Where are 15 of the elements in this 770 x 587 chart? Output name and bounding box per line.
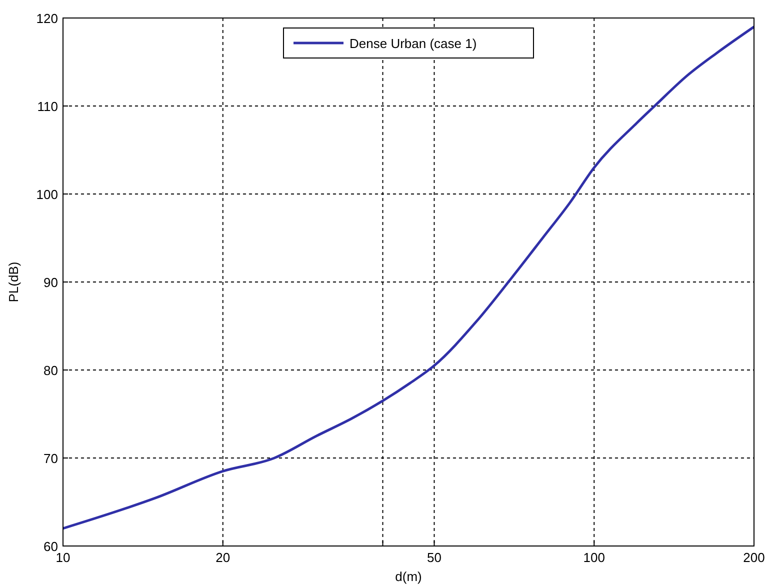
x-tick-label: 100 bbox=[583, 550, 605, 565]
y-tick-label: 80 bbox=[44, 363, 58, 378]
x-tick-label: 10 bbox=[56, 550, 70, 565]
x-tick-label: 50 bbox=[427, 550, 442, 565]
x-tick-label: 200 bbox=[743, 550, 765, 565]
y-tick-label: 70 bbox=[44, 451, 58, 466]
y-axis-title: PL(dB) bbox=[6, 262, 21, 302]
x-axis-title: d(m) bbox=[395, 569, 422, 584]
y-tick-label: 90 bbox=[44, 275, 58, 290]
y-tick-label: 100 bbox=[36, 187, 58, 202]
y-tick-label: 120 bbox=[36, 11, 58, 26]
legend-label: Dense Urban (case 1) bbox=[350, 36, 477, 51]
x-tick-label: 20 bbox=[216, 550, 230, 565]
y-tick-label: 110 bbox=[37, 99, 58, 114]
y-tick-label: 60 bbox=[44, 539, 58, 554]
